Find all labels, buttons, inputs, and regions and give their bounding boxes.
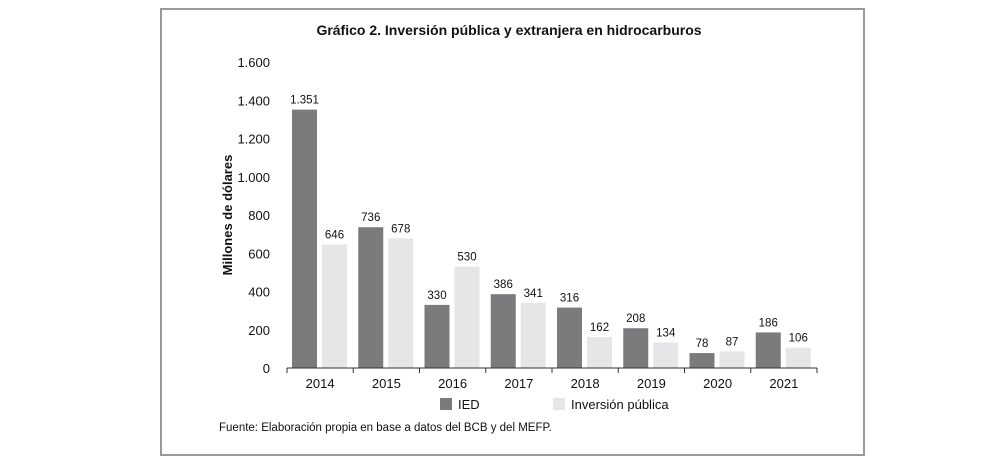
- bar-ied-2021: [755, 332, 781, 368]
- data-label: 106: [789, 333, 808, 345]
- data-label: 208: [626, 313, 645, 325]
- y-tick-label: 1.000: [237, 170, 270, 185]
- bar-ied-2017: [490, 294, 516, 368]
- data-label: 646: [325, 229, 344, 241]
- x-tick-label: 2016: [438, 376, 467, 391]
- bar-inversion-publica-2018: [587, 337, 612, 368]
- bar-inversion-publica-2015: [388, 238, 414, 368]
- x-tick-label: 2018: [571, 376, 600, 391]
- data-label: 341: [524, 288, 543, 300]
- x-tick-label: 2020: [703, 376, 732, 391]
- y-tick-label: 1.400: [237, 93, 270, 108]
- bar-ied-2014: [292, 109, 317, 368]
- y-tick-label: 800: [248, 208, 270, 223]
- x-tick-label: 2015: [372, 376, 401, 391]
- data-label: 134: [656, 327, 676, 339]
- data-label: 330: [427, 290, 446, 302]
- data-label: 162: [590, 322, 609, 334]
- bar-ied-2020: [689, 353, 715, 368]
- data-label: 386: [494, 279, 513, 291]
- data-label: 736: [361, 212, 380, 224]
- chart-frame: [160, 8, 865, 456]
- bar-ied-2019: [623, 328, 649, 368]
- bar-ied-2016: [424, 304, 450, 368]
- y-tick-label: 400: [248, 285, 270, 300]
- bar-ied-2015: [358, 227, 384, 368]
- x-tick-label: 2017: [504, 376, 533, 391]
- source-note: Fuente: Elaboración propia en base a dat…: [219, 422, 552, 434]
- data-label: 316: [560, 293, 579, 305]
- bar-inversion-publica-2020: [719, 351, 745, 368]
- data-label: 186: [759, 317, 778, 329]
- legend-label: Inversión pública: [571, 397, 669, 412]
- bar-ied-2018: [557, 307, 582, 368]
- chart-title: Gráfico 2. Inversión pública y extranjer…: [316, 22, 701, 38]
- data-label: 78: [696, 338, 709, 350]
- data-label: 678: [391, 223, 410, 235]
- y-axis-label: Millones de dólares: [220, 155, 235, 276]
- x-tick-label: 2021: [769, 376, 798, 391]
- y-tick-label: 0: [263, 361, 270, 376]
- bar-inversion-publica-2016: [454, 266, 480, 368]
- y-tick-label: 200: [248, 323, 270, 338]
- legend-swatch: [440, 398, 452, 410]
- bar-inversion-publica-2017: [520, 302, 546, 368]
- x-tick-label: 2014: [306, 376, 335, 391]
- data-label: 530: [457, 252, 476, 264]
- legend-label: IED: [458, 397, 480, 412]
- data-label: 1.351: [290, 95, 319, 107]
- bar-inversion-publica-2021: [785, 347, 811, 368]
- x-tick-label: 2019: [637, 376, 666, 391]
- y-tick-label: 1.200: [237, 132, 270, 147]
- bar-inversion-publica-2019: [653, 342, 679, 368]
- data-label: 87: [726, 336, 739, 348]
- y-tick-label: 600: [248, 246, 270, 261]
- legend-swatch: [553, 398, 565, 410]
- y-tick-label: 1.600: [237, 55, 270, 70]
- bar-inversion-publica-2014: [322, 244, 347, 368]
